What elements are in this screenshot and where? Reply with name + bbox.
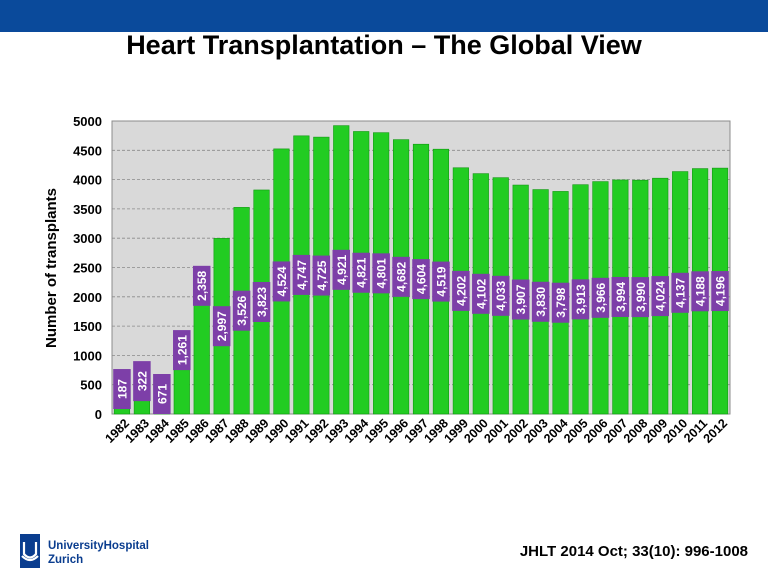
data-label-box — [312, 255, 331, 296]
data-label-box — [153, 374, 171, 414]
data-label: 4,202 — [454, 276, 468, 306]
data-label: 3,990 — [634, 282, 648, 312]
slide-title: Heart Transplantation – The Global View — [126, 30, 642, 60]
y-tick-label: 0 — [95, 407, 102, 422]
data-label: 4,725 — [315, 260, 329, 290]
data-label-box — [651, 276, 669, 317]
data-label-box — [611, 276, 630, 317]
data-label-box — [591, 277, 610, 318]
y-tick-label: 4000 — [73, 173, 102, 188]
data-label-box — [332, 249, 351, 290]
data-label-box — [571, 279, 590, 320]
data-label: 187 — [115, 379, 129, 399]
data-label: 4,921 — [335, 254, 349, 284]
data-label-box — [113, 369, 131, 410]
y-tick-label: 3500 — [73, 202, 102, 217]
data-label: 4,801 — [375, 258, 389, 288]
data-label: 4,196 — [714, 276, 728, 306]
data-label-box — [292, 254, 311, 295]
data-label: 3,907 — [514, 284, 528, 314]
data-label: 4,821 — [355, 257, 369, 287]
data-label: 3,526 — [235, 295, 249, 325]
data-label-box — [691, 271, 709, 312]
data-label: 4,102 — [474, 278, 488, 308]
data-label-box — [372, 253, 390, 294]
data-label-box — [133, 361, 151, 402]
logo-text-line2: Zurich — [48, 554, 84, 566]
data-label-box — [472, 273, 490, 314]
data-label: 4,604 — [415, 264, 429, 294]
data-label-box — [252, 281, 271, 322]
y-axis-title: Number of transplants — [43, 188, 60, 348]
bar-chart: 0 500 1000 1500 2000 2500 3000 3500 4000 4500 5000… — [43, 114, 731, 446]
data-label: 4,519 — [434, 266, 448, 296]
y-tick-label: 1000 — [73, 348, 102, 363]
data-label: 3,966 — [594, 282, 608, 312]
y-tick-label: 500 — [80, 378, 102, 393]
data-label-box — [173, 330, 191, 371]
data-label: 2,358 — [195, 270, 209, 300]
data-label: 4,024 — [654, 281, 668, 311]
data-label: 4,188 — [694, 276, 708, 306]
y-tick-label: 1500 — [73, 319, 102, 334]
data-label-box — [272, 261, 291, 302]
data-label: 671 — [155, 384, 169, 404]
data-label: 4,137 — [674, 277, 688, 307]
top-band — [0, 0, 768, 32]
data-label: 4,033 — [494, 280, 508, 310]
data-label-box — [531, 281, 550, 322]
data-label: 3,798 — [554, 287, 568, 317]
data-label: 2,997 — [215, 311, 229, 341]
data-label: 3,994 — [614, 282, 628, 312]
y-tick-label: 4500 — [73, 143, 102, 158]
logo-text-line1: UniversityHospital — [48, 540, 149, 552]
y-tick-label: 2000 — [73, 290, 102, 305]
data-label: 4,524 — [275, 266, 289, 296]
data-label-box — [352, 252, 370, 293]
data-label-box — [412, 259, 430, 300]
data-label-box — [671, 272, 689, 313]
data-label: 3,913 — [574, 284, 588, 314]
usz-logo-icon — [20, 534, 40, 568]
logo-text: UniversityHospital Zurich — [48, 539, 149, 567]
data-label-box — [192, 265, 211, 306]
y-tick-label: 2500 — [73, 261, 102, 276]
x-tick-label: 2012 — [701, 416, 731, 446]
data-label: 4,682 — [395, 261, 409, 291]
data-label-box — [491, 275, 510, 316]
data-label-box — [212, 306, 231, 347]
data-label-box — [551, 282, 570, 323]
data-label: 3,830 — [534, 286, 548, 316]
data-label-box — [392, 256, 410, 297]
data-label-box — [711, 271, 729, 312]
data-label: 322 — [135, 371, 149, 391]
data-label-box — [631, 277, 650, 318]
data-label: 1,261 — [175, 335, 189, 365]
data-label-box — [452, 270, 470, 311]
data-label: 4,747 — [295, 260, 309, 290]
data-label-box — [232, 290, 251, 331]
citation: JHLT 2014 Oct; 33(10): 996-1008 — [519, 543, 748, 560]
y-tick-label: 3000 — [73, 231, 102, 246]
data-label-box — [432, 261, 450, 302]
data-label: 3,823 — [255, 287, 269, 317]
y-tick-label: 5000 — [73, 114, 102, 129]
data-label-box — [511, 279, 530, 320]
